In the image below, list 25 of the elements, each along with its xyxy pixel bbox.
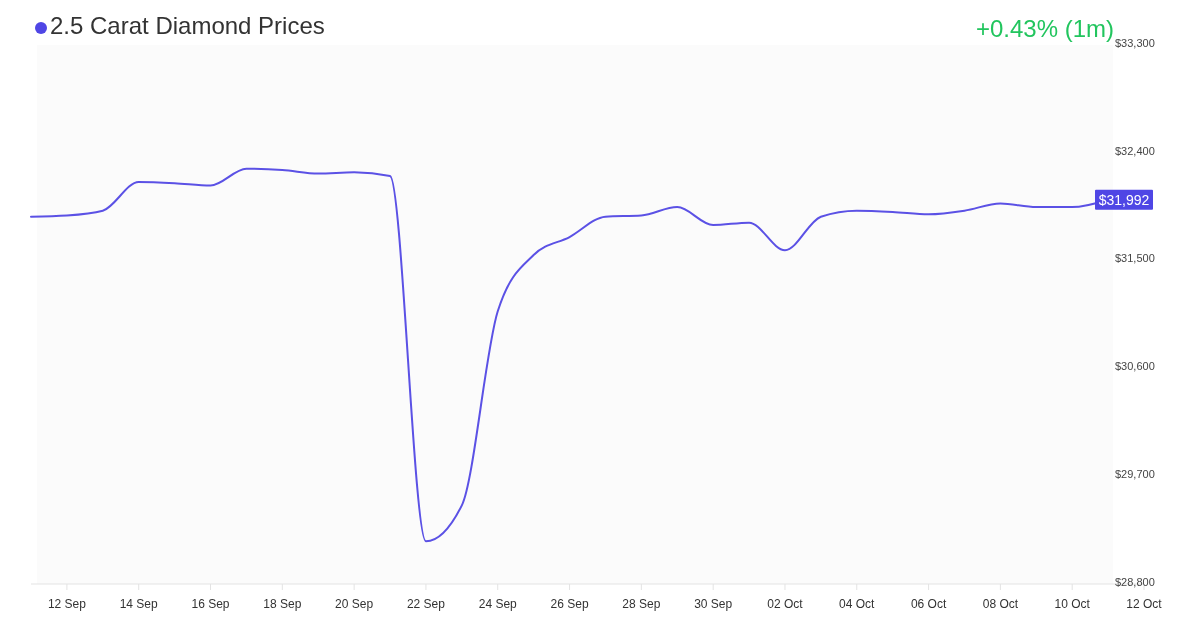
chart-title: 2.5 Carat Diamond Prices bbox=[50, 12, 325, 39]
x-tick-label: 08 Oct bbox=[982, 597, 1019, 611]
x-tick-label: 22 Sep bbox=[406, 597, 446, 611]
x-tick-label: 20 Sep bbox=[335, 597, 374, 611]
y-tick-label: $28,800 bbox=[1115, 575, 1155, 588]
x-tick-label: 12 Sep bbox=[47, 597, 87, 611]
text: +0.43% (1m) bbox=[975, 15, 1114, 42]
x-tick-label: 18 Sep bbox=[263, 597, 302, 611]
y-tick-label: $30,600 bbox=[1115, 360, 1155, 373]
y-tick-label: $32,400 bbox=[1115, 144, 1155, 157]
y-tick-label: $33,300 bbox=[1115, 36, 1155, 49]
y-tick-label: $31,500 bbox=[1115, 252, 1155, 265]
x-tick-label: 06 Oct bbox=[910, 597, 947, 611]
x-tick-label: 26 Sep bbox=[550, 597, 589, 611]
x-tick-label: 12 Oct bbox=[1126, 597, 1163, 611]
x-tick-label: 16 Sep bbox=[191, 597, 230, 611]
data-label: $31,992 bbox=[1098, 191, 1150, 208]
x-tick-label: 02 Oct bbox=[767, 597, 804, 611]
x-tick-label: 04 Oct bbox=[839, 597, 876, 611]
x-tick-label: 10 Oct bbox=[1054, 597, 1091, 611]
x-tick-label: 28 Sep bbox=[622, 597, 661, 611]
y-tick-label: $29,700 bbox=[1115, 468, 1155, 481]
x-tick-label: 14 Sep bbox=[119, 597, 159, 611]
x-tick-label: 24 Sep bbox=[478, 597, 518, 611]
x-tick-label: 30 Sep bbox=[694, 597, 733, 611]
